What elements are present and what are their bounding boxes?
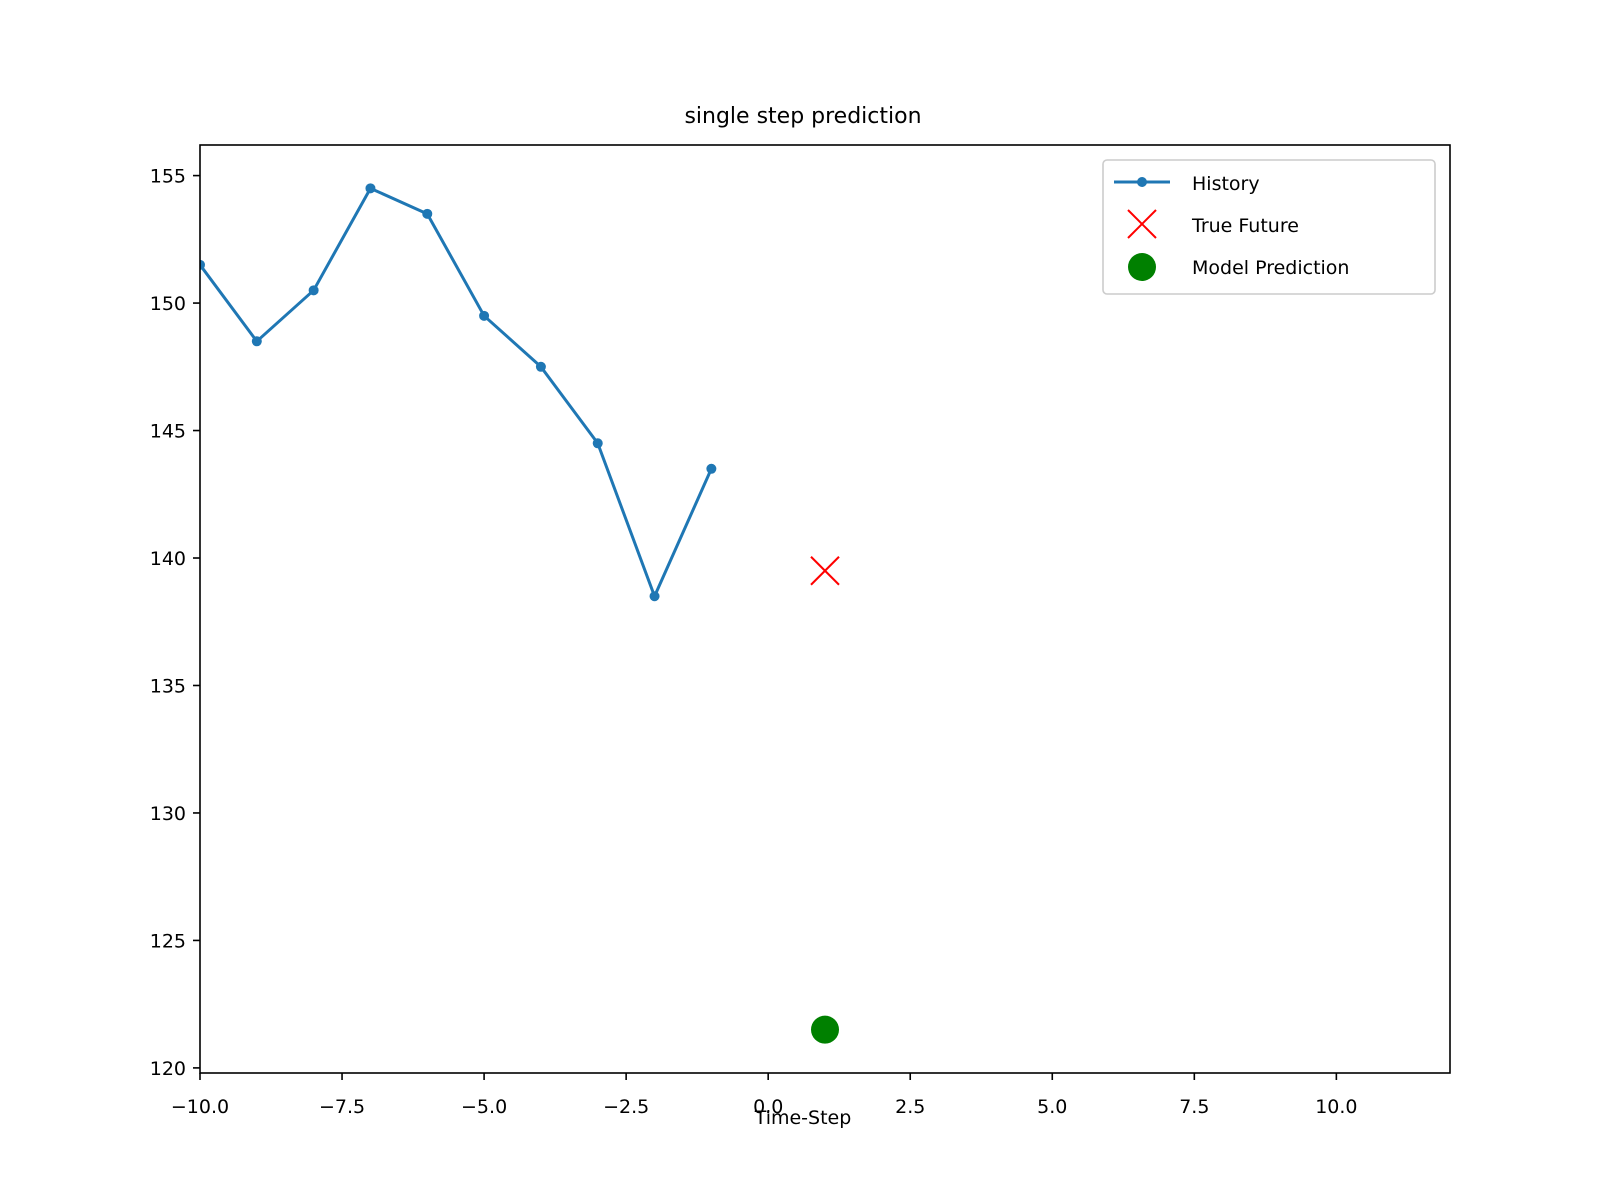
- y-tick-label: 130: [150, 803, 186, 825]
- x-tick-label: 10.0: [1315, 1096, 1357, 1118]
- x-tick-label: −7.5: [319, 1096, 365, 1118]
- legend-model-prediction-label: Model Prediction: [1192, 257, 1349, 279]
- y-tick-label: 145: [150, 421, 186, 443]
- series-layer: [200, 183, 840, 1044]
- history-point: [251, 336, 262, 347]
- history-point: [479, 310, 490, 321]
- x-tick-label: −2.5: [603, 1096, 649, 1118]
- x-axis: −10.0 −7.5 −5.0 −2.5 0.0 2.5 5.0 7.5 10.0: [171, 1073, 1358, 1118]
- history-point: [535, 361, 546, 372]
- x-tick-label: 0.0: [753, 1096, 783, 1118]
- true-future-point: [810, 556, 840, 586]
- legend-box: [1102, 159, 1436, 295]
- y-tick-label: 155: [150, 166, 186, 188]
- history-point: [649, 591, 660, 602]
- x-tick-label: −10.0: [171, 1096, 229, 1118]
- history-point: [365, 183, 376, 194]
- legend-entry-true-future: True Future: [1127, 209, 1299, 239]
- chart-title: single step prediction: [684, 104, 921, 129]
- legend: History True Future Model Prediction: [1102, 159, 1436, 295]
- y-axis: 120 125 130 135 140 145 150 155: [150, 166, 200, 1080]
- y-tick-label: 125: [150, 930, 186, 952]
- y-tick-label: 135: [150, 675, 186, 697]
- y-tick-label: 150: [150, 293, 186, 315]
- x-tick-label: −5.0: [461, 1096, 507, 1118]
- y-tick-label: 140: [150, 548, 186, 570]
- legend-entry-history: History: [1114, 173, 1260, 195]
- legend-history-label: History: [1192, 173, 1260, 195]
- x-axis-label: Time-Step: [754, 1107, 852, 1129]
- model-prediction-point: [811, 1015, 839, 1044]
- history-point: [308, 285, 319, 296]
- history-line: [200, 186, 713, 598]
- legend-true-future-label: True Future: [1191, 215, 1299, 237]
- legend-model-prediction-marker: [1128, 253, 1156, 281]
- history-point: [422, 208, 433, 219]
- y-tick-label: 120: [150, 1058, 186, 1080]
- legend-entry-model-prediction: Model Prediction: [1128, 253, 1349, 281]
- legend-history-marker: [1137, 177, 1147, 187]
- history-point: [200, 259, 205, 270]
- legend-true-future-marker-b: [1127, 209, 1157, 239]
- history-point: [706, 463, 717, 474]
- x-tick-label: 5.0: [1037, 1096, 1067, 1118]
- plot-frame: [199, 144, 1451, 1074]
- x-tick-label: 2.5: [895, 1096, 925, 1118]
- history-point: [592, 438, 603, 449]
- x-tick-label: 7.5: [1179, 1096, 1209, 1118]
